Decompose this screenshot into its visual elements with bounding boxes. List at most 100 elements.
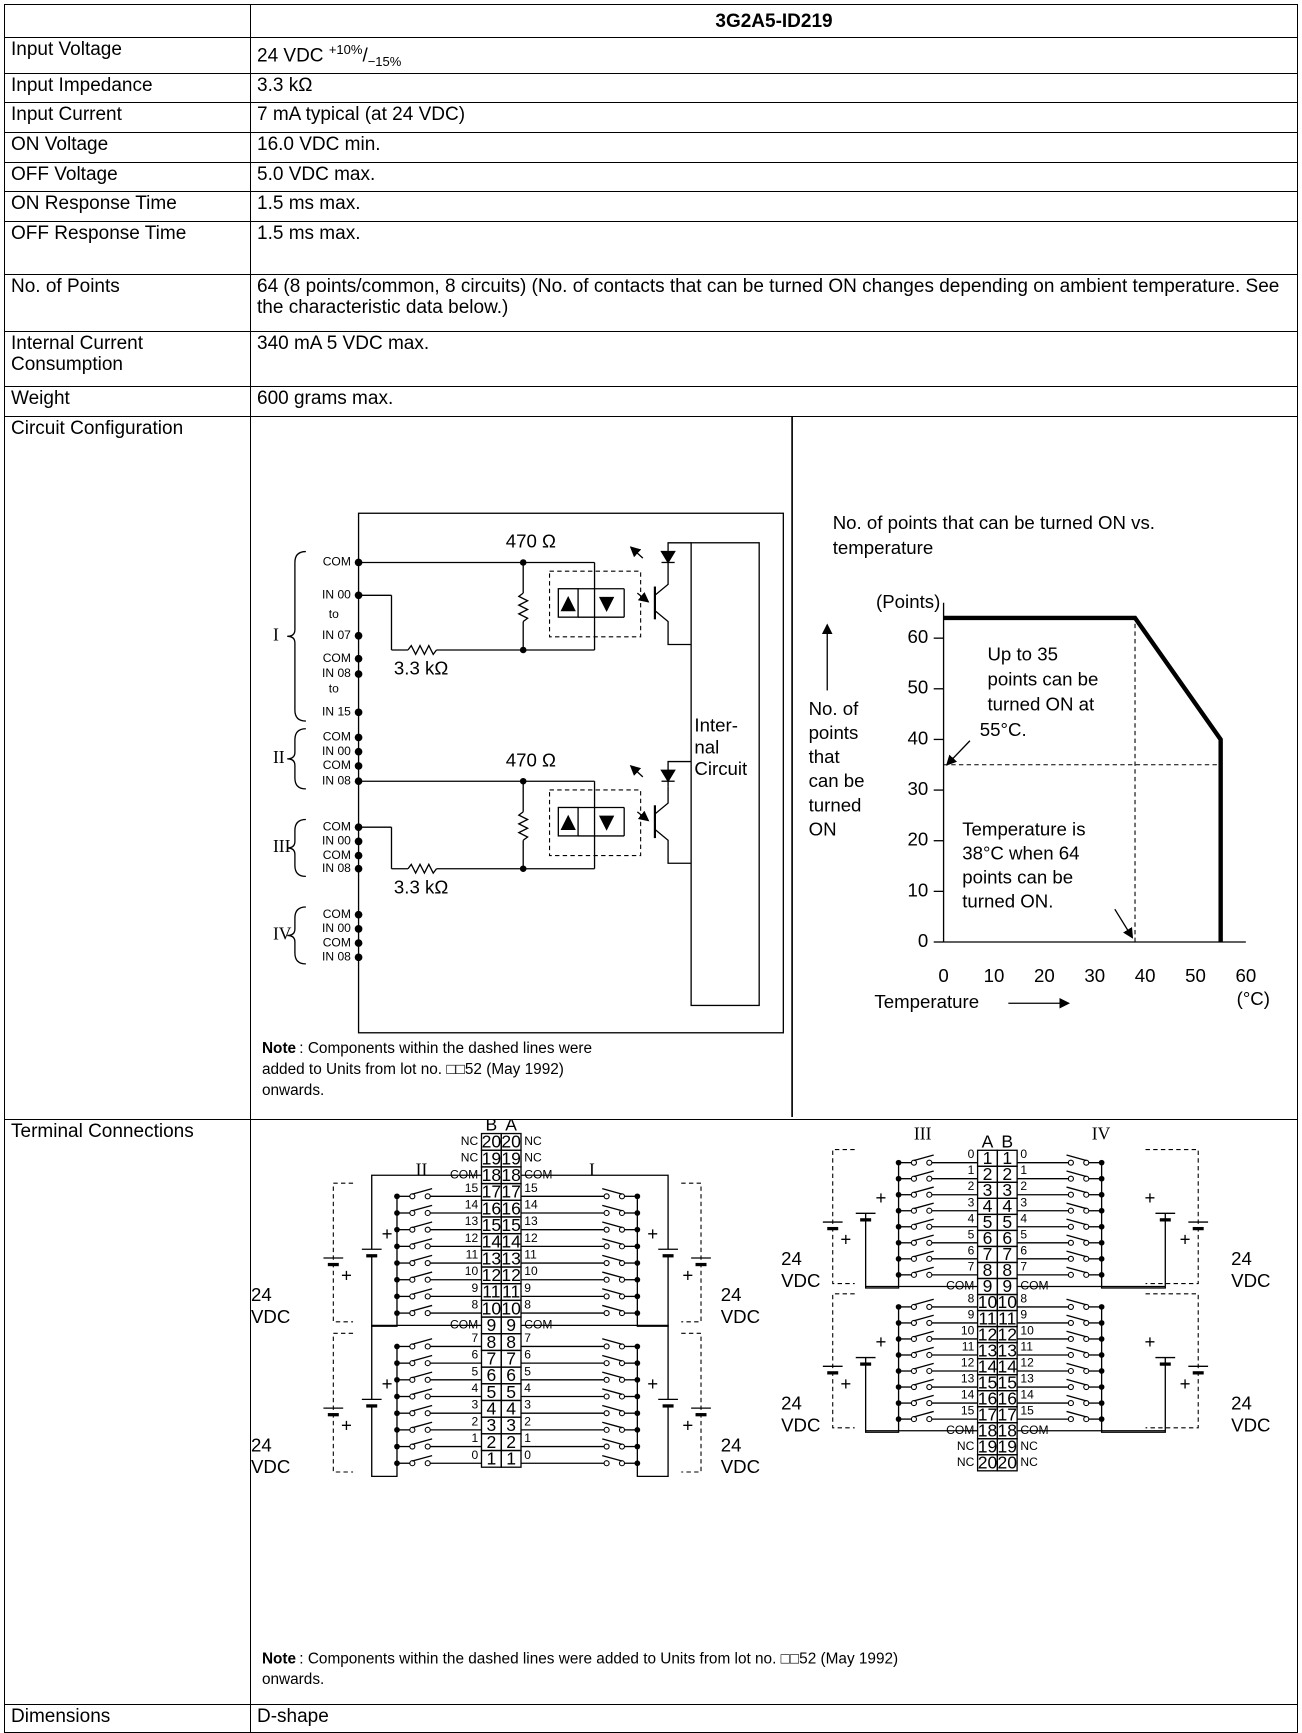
switch-lever (1066, 1218, 1087, 1226)
junction-dot (394, 1393, 400, 1400)
junction-dot (1098, 1336, 1105, 1342)
contact (1067, 1336, 1074, 1343)
terminal-number: 15 (978, 1373, 998, 1393)
switch-lever (412, 1204, 433, 1212)
y-tick-label: 40 (907, 728, 928, 749)
contact (926, 1368, 933, 1375)
switch-lever (602, 1271, 623, 1279)
terminal-label: COM (323, 555, 351, 569)
terminal-signal: 4 (471, 1381, 478, 1395)
wire (1017, 1357, 1166, 1434)
contact (424, 1360, 431, 1367)
contact (409, 1376, 416, 1384)
terminal-signal: 9 (968, 1308, 975, 1322)
switch-lever (913, 1378, 934, 1386)
group-label: II (416, 1160, 428, 1180)
terminal-number: 9 (983, 1276, 993, 1296)
contact (603, 1193, 610, 1200)
polarity: + (876, 1331, 887, 1352)
internal-circuit-label: Inter- (694, 715, 738, 736)
switch-lever (1066, 1234, 1087, 1242)
switch-lever (913, 1234, 934, 1242)
y-axis-title: No. of (809, 698, 860, 719)
contact (1067, 1159, 1074, 1166)
terminal-label: IN 08 (322, 774, 351, 788)
contact (1083, 1303, 1090, 1311)
diode (598, 815, 615, 831)
contact (409, 1443, 416, 1450)
terminal-signal: 8 (524, 1298, 531, 1312)
data-line (943, 615, 1223, 943)
tolerance-separator: / (362, 45, 368, 67)
terminal-number: 13 (997, 1340, 1017, 1360)
terminal-label: IN 15 (322, 705, 351, 719)
supply-label: 24 (721, 1434, 742, 1455)
switch-lever (412, 1354, 433, 1362)
resistor-label: 470 Ω (506, 750, 556, 771)
contact (926, 1352, 933, 1359)
terminal-signal: 10 (961, 1324, 975, 1338)
terminal-number: 11 (998, 1308, 1016, 1328)
terminal-number: 4 (1002, 1196, 1012, 1216)
spec-value: 7 mA typical (at 24 VDC) (250, 102, 1298, 134)
contact (603, 1460, 610, 1467)
polarity: + (382, 1223, 393, 1244)
junction-dot (394, 1377, 400, 1383)
polarity: + (647, 1373, 658, 1394)
terminal-signal: 8 (471, 1298, 478, 1312)
supply-label: VDC (251, 1306, 290, 1327)
switch-lever (1066, 1410, 1087, 1418)
junction-dot (1098, 1352, 1105, 1358)
note-bold: Note (262, 1040, 296, 1057)
terminal-cell: B A 20 20 NC NC 19 19 NC NC 18 18 COM COM 17 17 15 15 16 16… (250, 1119, 1298, 1706)
dashed-boundary (832, 1149, 855, 1285)
supply-label: VDC (1231, 1415, 1270, 1436)
spec-row: OFF Voltage 5.0 VDC max. (4, 162, 1298, 193)
contact (1083, 1416, 1090, 1423)
annotation-arrow (1114, 908, 1134, 939)
switch-lever (412, 1288, 433, 1295)
polarity: + (840, 1229, 851, 1250)
contact (409, 1210, 416, 1217)
contact (409, 1343, 416, 1350)
switch-lever (1066, 1202, 1087, 1210)
contact (618, 1376, 626, 1384)
supply-label: VDC (721, 1306, 760, 1327)
contact (1067, 1384, 1074, 1391)
terminal-signal: 12 (961, 1356, 975, 1370)
switch-lever (412, 1271, 433, 1279)
terminal-label: to (329, 682, 339, 696)
switch-lever (602, 1455, 623, 1462)
note-text: added to Units from lot no. □□52 (May 19… (262, 1061, 564, 1078)
spec-row: OFF Response Time 1.5 ms max. (4, 221, 1298, 276)
spec-label: Dimensions (4, 1704, 251, 1733)
supply-label: VDC (251, 1456, 290, 1477)
terminal-number: 1 (506, 1449, 516, 1469)
terminal-number: 10 (482, 1299, 502, 1319)
contact (1067, 1255, 1074, 1263)
spec-label: Input Voltage (4, 36, 251, 75)
resistor-label: 3.3 kΩ (394, 876, 448, 897)
supply-label: 24 (1231, 1393, 1252, 1414)
dashed-boundary (832, 1293, 855, 1429)
contact (603, 1360, 610, 1367)
input-circuit: 470 Ω 3.3 kΩ (358, 750, 692, 897)
terminal-signal: 0 (471, 1448, 478, 1462)
terminal-label: IN 07 (322, 628, 351, 642)
terminal-label: COM (323, 819, 351, 833)
terminal-number: 20 (482, 1132, 502, 1152)
terminal-label: IN 00 (322, 921, 351, 935)
contact (424, 1426, 431, 1434)
contact (603, 1276, 610, 1283)
spec-value: 1.5 ms max. (250, 191, 1298, 223)
switch-lever (913, 1170, 934, 1178)
terminal-number: 20 (978, 1453, 998, 1473)
terminal-signal: 5 (968, 1227, 975, 1241)
contact (409, 1393, 416, 1400)
annotation: turned ON. (962, 891, 1053, 912)
switch-lever (1066, 1154, 1087, 1162)
terminal-number: 15 (482, 1215, 502, 1235)
contact (618, 1210, 626, 1217)
contact (1067, 1368, 1074, 1375)
